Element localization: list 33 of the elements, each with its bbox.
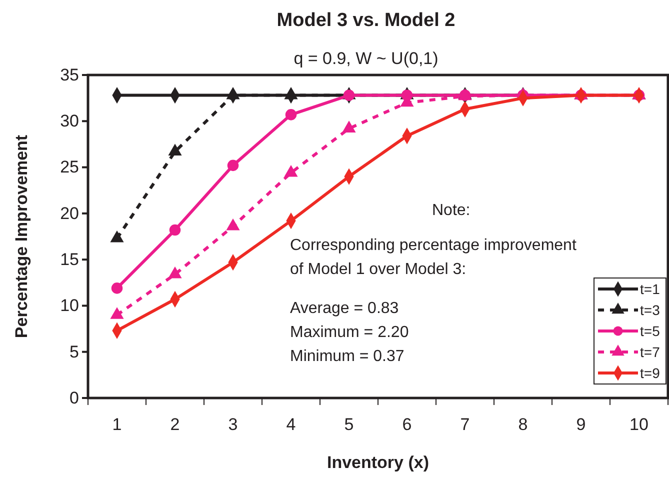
chart-subtitle: q = 0.9, W ~ U(0,1): [294, 49, 438, 68]
x-axis-title: Inventory (x): [326, 453, 430, 472]
legend-label: t=3: [640, 302, 660, 318]
y-tick-label: 0: [70, 388, 79, 408]
y-tick-label: 30: [60, 112, 79, 131]
x-tick-label: 5: [344, 415, 354, 434]
annotation: Note:: [432, 202, 470, 219]
annotation: Minimum = 0.37: [290, 348, 404, 365]
y-tick-label: 5: [70, 342, 79, 362]
legend-label: t=7: [640, 344, 660, 360]
y-tick-label: 25: [60, 158, 79, 177]
chart-title: Model 3 vs. Model 2: [276, 10, 456, 31]
x-tick-label: 4: [286, 415, 296, 434]
annotation: Corresponding percentage improvement: [290, 237, 577, 254]
y-tick-label: 15: [60, 250, 79, 270]
x-tick-label: 7: [460, 415, 470, 434]
x-tick-label: 8: [518, 415, 528, 434]
legend-label: t=5: [640, 323, 660, 339]
y-tick-label: 35: [60, 65, 79, 84]
annotation: Average = 0.83: [290, 300, 399, 317]
x-tick-label: 10: [630, 415, 648, 434]
y-axis-title: Percentage Improvement: [12, 134, 31, 338]
legend-label: t=1: [640, 281, 660, 297]
x-tick-label: 9: [576, 415, 586, 434]
legend-label: t=9: [640, 365, 660, 381]
x-tick-label: 1: [112, 415, 122, 434]
x-tick-label: 6: [402, 415, 412, 434]
y-tick-label: 10: [60, 296, 79, 316]
x-tick-label: 3: [228, 415, 238, 434]
annotation: of Model 1 over Model 3:: [290, 261, 466, 278]
x-tick-label: 2: [170, 415, 180, 434]
y-tick-label: 20: [60, 204, 79, 223]
annotation: Maximum = 2.20: [290, 324, 409, 341]
